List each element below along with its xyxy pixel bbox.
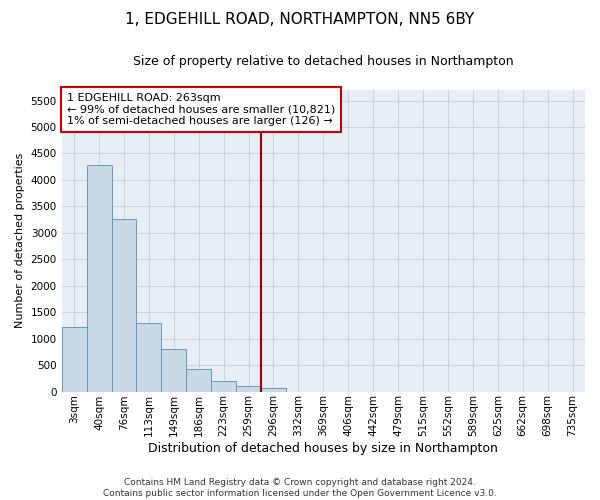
X-axis label: Distribution of detached houses by size in Northampton: Distribution of detached houses by size … (148, 442, 498, 455)
Bar (136, 324, 161, 392)
Bar (62, 327, 86, 392)
Bar (186, 370, 211, 392)
Bar (211, 381, 236, 392)
Text: Contains HM Land Registry data © Crown copyright and database right 2024.
Contai: Contains HM Land Registry data © Crown c… (103, 478, 497, 498)
Bar (261, 388, 286, 392)
Y-axis label: Number of detached properties: Number of detached properties (15, 153, 25, 328)
Bar (161, 349, 186, 392)
Bar (236, 386, 261, 392)
Title: Size of property relative to detached houses in Northampton: Size of property relative to detached ho… (133, 55, 514, 68)
Text: 1 EDGEHILL ROAD: 263sqm
← 99% of detached houses are smaller (10,821)
1% of semi: 1 EDGEHILL ROAD: 263sqm ← 99% of detache… (67, 93, 335, 126)
Text: 1, EDGEHILL ROAD, NORTHAMPTON, NN5 6BY: 1, EDGEHILL ROAD, NORTHAMPTON, NN5 6BY (125, 12, 475, 28)
Bar (112, 219, 136, 392)
Bar (86, 165, 112, 392)
